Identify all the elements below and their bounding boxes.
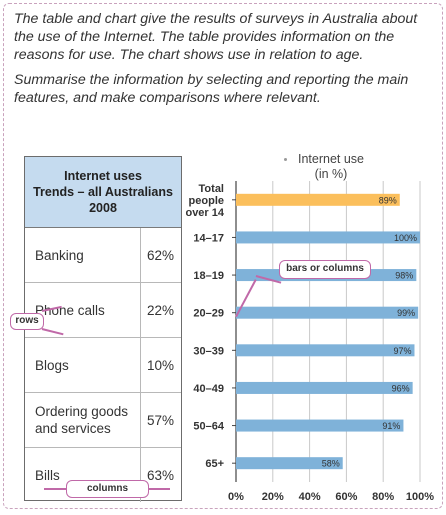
- table-row-value: 22%: [146, 302, 174, 318]
- category-label: 30–39: [193, 345, 224, 357]
- bar-data-label: 91%: [382, 421, 400, 431]
- table-row-value: 62%: [146, 247, 174, 263]
- bar-data-label: 97%: [393, 346, 411, 356]
- table-row-label: Phone calls: [25, 283, 141, 337]
- table-heading-line: 2008: [89, 201, 117, 215]
- bar-data-label: 98%: [395, 271, 413, 281]
- rows-callout-label: rows: [15, 315, 39, 326]
- table-row-value: 63%: [146, 467, 174, 483]
- category-label: people: [189, 195, 224, 207]
- chart-title: Internet use (in %): [284, 152, 376, 182]
- table-row-label: Blogs: [25, 338, 141, 392]
- task-prompt: The table and chart give the results of …: [14, 10, 434, 113]
- table-row: Blogs 10%: [25, 338, 181, 393]
- x-tick-label: 40%: [299, 491, 321, 503]
- table-row-label: Ordering goods and services: [25, 393, 141, 447]
- table-heading: Internet uses Trends – all Australians 2…: [25, 157, 181, 228]
- bar-data-label: 100%: [394, 233, 417, 243]
- category-label: over 14: [185, 207, 224, 219]
- bar-data-label: 58%: [322, 459, 340, 469]
- bar: [236, 457, 343, 470]
- table-heading-line: Internet uses: [64, 169, 142, 183]
- chart-title-line: Internet use: [297, 152, 364, 166]
- category-label: 40–49: [193, 383, 224, 395]
- columns-callout-pointer: [44, 488, 66, 490]
- category-label: 65+: [205, 458, 224, 470]
- rows-callout: rows: [10, 313, 44, 330]
- bar-data-label: 89%: [379, 195, 397, 205]
- x-tick-label: 0%: [228, 491, 244, 503]
- x-tick-label: 60%: [335, 491, 357, 503]
- chart-title-line: (in %): [314, 167, 348, 181]
- columns-callout-pointer: [148, 488, 170, 490]
- x-tick-label: 100%: [406, 491, 434, 503]
- bar: [236, 306, 419, 319]
- bars-callout: bars or columns: [279, 260, 371, 279]
- table-row-label: Banking: [25, 228, 141, 282]
- title-bullet-icon: [284, 158, 287, 161]
- bar-data-label: 99%: [397, 308, 415, 318]
- bar: [236, 344, 415, 357]
- internet-uses-table: Internet uses Trends – all Australians 2…: [24, 156, 182, 502]
- category-label: 14–17: [193, 232, 224, 244]
- task-card: The table and chart give the results of …: [3, 3, 443, 509]
- category-label: 20–29: [193, 308, 224, 320]
- bar: [236, 231, 420, 244]
- table-row-value: 10%: [146, 357, 174, 373]
- table-row: Phone calls 22%: [25, 283, 181, 338]
- bar: [236, 193, 400, 206]
- bar: [236, 419, 404, 432]
- table-row-value: 57%: [146, 412, 174, 428]
- x-tick-label: 20%: [262, 491, 284, 503]
- table-row-label: Bills: [25, 448, 141, 502]
- table-row: Banking 62%: [25, 228, 181, 283]
- columns-callout-label: columns: [86, 483, 129, 494]
- table-heading-line: Trends – all Australians: [33, 185, 173, 199]
- x-tick-label: 80%: [372, 491, 394, 503]
- category-label: Total: [199, 183, 224, 195]
- bar-data-label: 96%: [392, 383, 410, 393]
- table-row: Ordering goods and services 57%: [25, 393, 181, 448]
- prompt-paragraph-1: The table and chart give the results of …: [14, 11, 418, 64]
- table-row: Bills 63%: [25, 448, 181, 502]
- category-label: 18–19: [193, 270, 224, 282]
- prompt-paragraph-2: Summarise the information by selecting a…: [14, 71, 409, 106]
- bar: [236, 381, 413, 394]
- bars-callout-label: bars or columns: [286, 263, 364, 274]
- columns-callout: columns: [66, 480, 149, 498]
- category-label: 50–64: [193, 421, 224, 433]
